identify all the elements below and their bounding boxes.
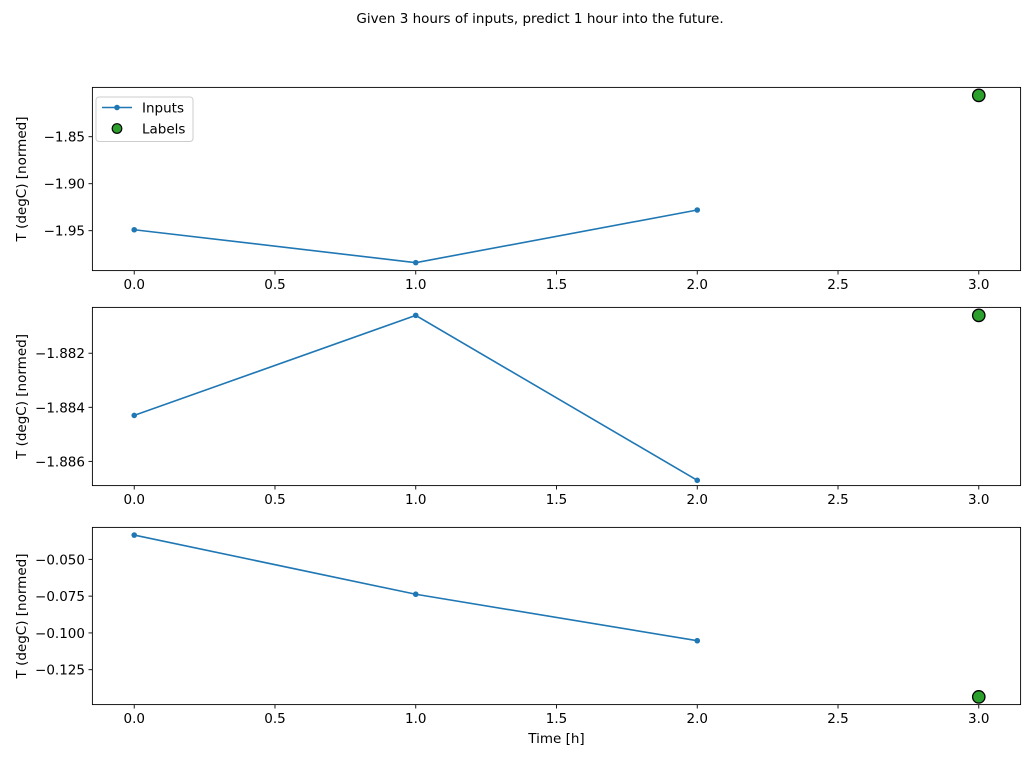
x-tick-label: 0.0 — [123, 492, 144, 508]
x-tick-label: 2.5 — [827, 277, 848, 293]
labels-marker — [971, 690, 986, 704]
y-tick-label: −1.95 — [44, 224, 85, 240]
y-tick-label: −0.075 — [35, 589, 85, 605]
axes: 0.0 0.5 1.0 1.5 2.0 2.5 3.0 −1.85 −1.90 −1.95 T (d… — [14, 86, 1022, 293]
x-tick-label: 3.0 — [968, 277, 989, 293]
x-tick-label: 0.5 — [264, 711, 285, 727]
labels-marker — [971, 88, 986, 103]
x-tick-label: 1.5 — [546, 711, 567, 727]
inputs-line — [133, 314, 698, 482]
y-tick-label: −1.85 — [44, 130, 85, 146]
inputs-marker — [131, 532, 138, 538]
inputs-marker — [412, 259, 419, 266]
y-tick-label: −1.886 — [35, 454, 85, 470]
x-tick-label: 1.5 — [546, 277, 567, 293]
x-tick-label: 0.0 — [123, 711, 144, 727]
x-tick-label: 3.0 — [968, 492, 989, 508]
x-tick-label: 2.0 — [687, 492, 708, 508]
y-tick-label: −0.100 — [35, 626, 85, 642]
x-tick-label: 1.0 — [405, 492, 426, 508]
inputs-marker — [131, 226, 138, 233]
x-tick-label: 0.0 — [123, 277, 144, 293]
legend-labels-label: Labels — [142, 122, 185, 138]
inputs-line — [134, 534, 698, 642]
x-tick-label: 2.0 — [687, 277, 708, 293]
labels-marker — [971, 308, 986, 323]
x-tick-label: 1.0 — [405, 277, 426, 293]
x-tick-label: 0.5 — [264, 277, 285, 293]
x-tick-label: 2.0 — [687, 711, 708, 727]
legend-inputs-label: Inputs — [142, 101, 184, 117]
axes: 0.0 0.5 1.0 1.5 2.0 2.5 3.0 −0.050 −0.075 −0.100 −… — [14, 526, 1022, 747]
x-tick-label: 1.0 — [405, 711, 426, 727]
x-axis-label: Time [h] — [527, 731, 584, 747]
legend-labels-marker — [111, 123, 123, 134]
axes: 0.0 0.5 1.0 1.5 2.0 2.5 3.0 −1.882 −1.884 −1.886 T… — [14, 306, 1022, 508]
subplot-top: 0.0 0.5 1.0 1.5 2.0 2.5 3.0 −1.85 −1.90 −1.95 T (d… — [14, 86, 1022, 293]
plot-frame — [91, 526, 1022, 706]
x-tick-label: 3.0 — [968, 711, 989, 727]
x-tick-label: 2.5 — [827, 711, 848, 727]
y-axis-label: T (degC) [normed] — [14, 334, 30, 460]
y-tick-label: −0.050 — [35, 552, 85, 568]
x-tick-label: 0.5 — [264, 492, 285, 508]
y-tick-label: −0.125 — [35, 663, 85, 679]
inputs-line — [134, 209, 698, 264]
inputs-marker — [131, 412, 138, 419]
inputs-marker — [412, 312, 419, 319]
inputs-marker — [694, 637, 701, 644]
y-axis-label: T (degC) [normed] — [14, 554, 30, 680]
x-tick-label: 1.5 — [546, 492, 567, 508]
inputs-marker — [694, 477, 701, 484]
x-tick-label: 2.5 — [827, 492, 848, 508]
inputs-marker — [412, 591, 419, 598]
figure-title: Given 3 hours of inputs, predict 1 hour … — [356, 11, 724, 27]
legend: Inputs Labels — [95, 96, 194, 142]
legend-inputs-marker — [114, 104, 120, 111]
inputs-marker — [694, 207, 701, 213]
subplot-middle: 0.0 0.5 1.0 1.5 2.0 2.5 3.0 −1.882 −1.884 −1.886 T… — [14, 306, 1022, 508]
y-tick-label: −1.882 — [35, 346, 85, 362]
subplot-bottom: 0.0 0.5 1.0 1.5 2.0 2.5 3.0 −0.050 −0.075 −0.100 −… — [14, 526, 1022, 747]
plot-frame — [91, 306, 1022, 487]
plot-frame — [91, 86, 1022, 272]
y-tick-label: −1.90 — [44, 177, 85, 193]
y-axis-label: T (degC) [normed] — [14, 117, 30, 243]
y-tick-label: −1.884 — [35, 400, 85, 416]
